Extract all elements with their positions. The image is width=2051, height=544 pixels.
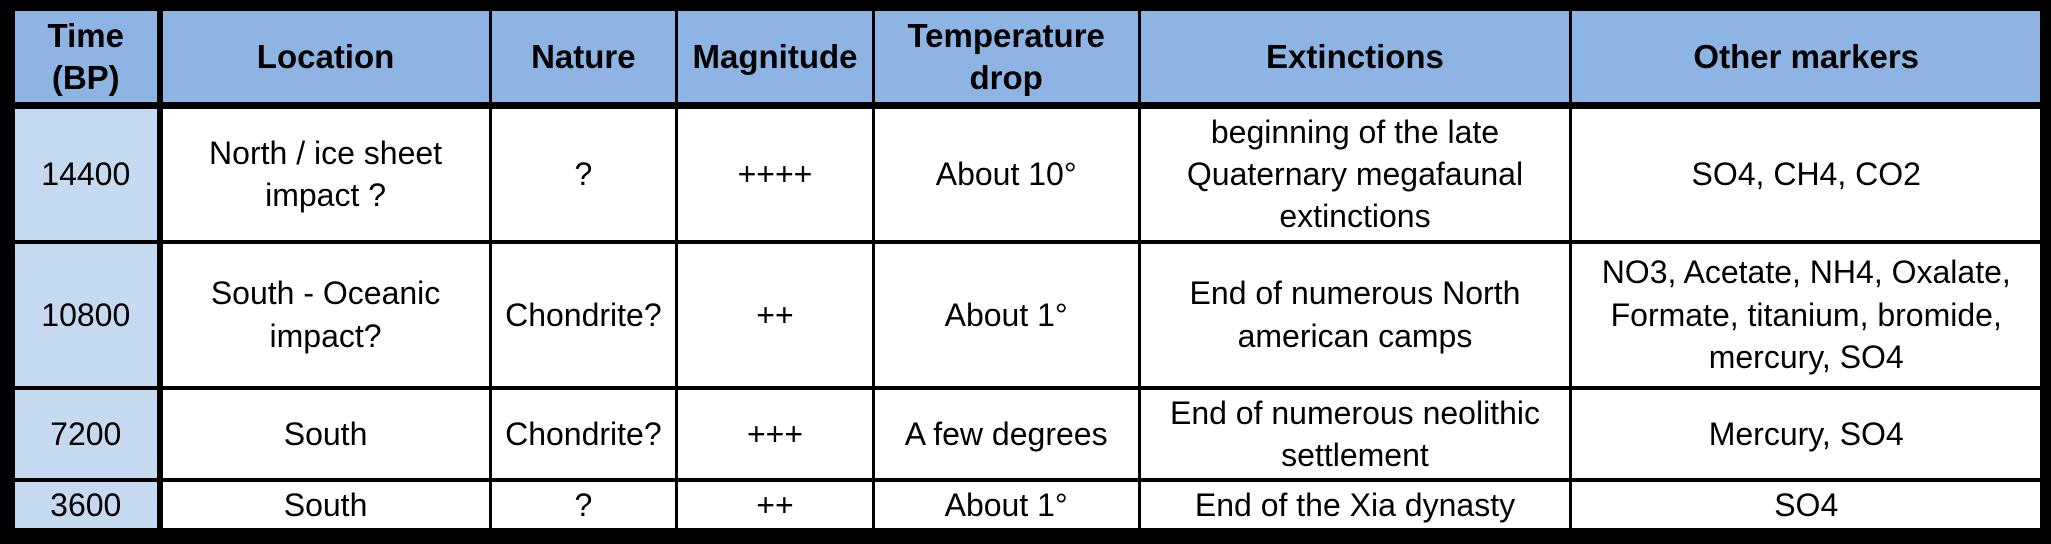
- cell-extinctions: End of numerous North american camps: [1137, 239, 1573, 390]
- cell-time: 3600: [11, 478, 163, 533]
- cell-temperature-drop: About 10°: [871, 103, 1141, 244]
- cell-magnitude: ++++: [675, 103, 875, 244]
- cell-nature: Chondrite?: [488, 239, 679, 390]
- cell-location: South - Oceanic impact?: [158, 239, 492, 390]
- cell-extinctions: End of numerous neolithic settlement: [1137, 385, 1573, 483]
- cell-other-markers: Mercury, SO4: [1569, 385, 2043, 483]
- cell-temperature-drop: About 1°: [871, 478, 1141, 533]
- cell-temperature-drop: About 1°: [871, 239, 1141, 390]
- cell-time: 7200: [11, 385, 163, 483]
- header-cell-other-markers: Other markers: [1569, 8, 2043, 109]
- cell-other-markers: SO4, CH4, CO2: [1569, 103, 2043, 244]
- header-cell-magnitude: Magnitude: [675, 8, 875, 109]
- table-row: 7200 South Chondrite? +++ A few degrees …: [11, 385, 2043, 483]
- cell-extinctions: End of the Xia dynasty: [1137, 478, 1573, 533]
- table-row: 3600 South ? ++ About 1° End of the Xia …: [11, 478, 2043, 533]
- cell-nature: Chondrite?: [488, 385, 679, 483]
- cell-other-markers: SO4: [1569, 478, 2043, 533]
- cell-temperature-drop: A few degrees: [871, 385, 1141, 483]
- table-row: 10800 South - Oceanic impact? Chondrite?…: [11, 239, 2043, 390]
- cell-location: South: [158, 478, 492, 533]
- cell-location: North / ice sheet impact ?: [158, 103, 492, 244]
- cell-extinctions: beginning of the late Quaternary megafau…: [1137, 103, 1573, 244]
- cell-magnitude: ++: [675, 478, 875, 533]
- cell-location: South: [158, 385, 492, 483]
- header-cell-extinctions: Extinctions: [1137, 8, 1573, 109]
- cell-magnitude: ++: [675, 239, 875, 390]
- table-row: 14400 North / ice sheet impact ? ? ++++ …: [11, 103, 2043, 244]
- impact-events-table: Time (BP) Location Nature Magnitude Temp…: [11, 8, 2043, 533]
- cell-other-markers: NO3, Acetate, NH4, Oxalate, Formate, tit…: [1569, 239, 2043, 390]
- cell-time: 10800: [11, 239, 163, 390]
- cell-nature: ?: [488, 478, 679, 533]
- header-cell-nature: Nature: [488, 8, 679, 109]
- header-cell-temperature-drop: Temperature drop: [871, 8, 1141, 109]
- cell-time: 14400: [11, 103, 163, 244]
- header-cell-time: Time (BP): [11, 8, 163, 109]
- cell-magnitude: +++: [675, 385, 875, 483]
- header-cell-location: Location: [158, 8, 492, 109]
- header-row: Time (BP) Location Nature Magnitude Temp…: [11, 8, 2043, 109]
- cell-nature: ?: [488, 103, 679, 244]
